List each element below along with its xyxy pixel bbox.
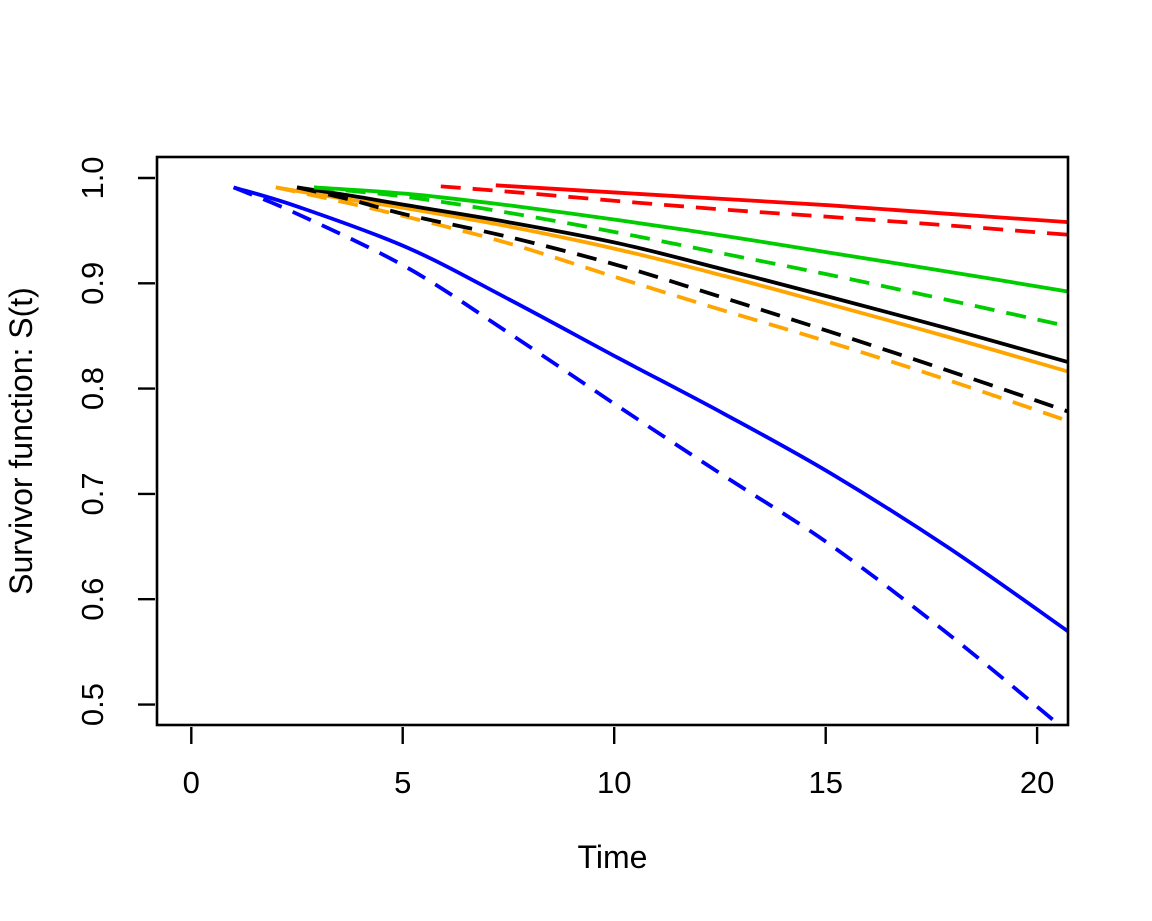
- x-axis-title: Time: [578, 839, 648, 875]
- series-red-dashed: [440, 184, 1068, 237]
- y-tick-label: 0.7: [75, 472, 110, 515]
- x-tick-label: 20: [1020, 765, 1054, 800]
- series-red-solid: [495, 183, 1068, 225]
- series-green-solid: [313, 185, 1068, 294]
- series-orange-solid: [275, 185, 1068, 374]
- series-orange-dashed: [275, 185, 1068, 424]
- y-tick-label: 0.6: [75, 578, 110, 621]
- y-axis-title: Survivor function: S(t): [3, 287, 39, 595]
- y-tick-label: 1.0: [75, 156, 110, 199]
- plot-frame: [155, 155, 1070, 727]
- x-tick-label: 0: [183, 765, 200, 800]
- series-group: [232, 183, 1068, 724]
- series-blue-solid: [233, 185, 1068, 634]
- y-tick-label: 0.9: [75, 262, 110, 305]
- series-black-solid: [296, 185, 1068, 365]
- series-blue-dashed: [232, 185, 1058, 724]
- x-tick-label: 5: [394, 765, 411, 800]
- y-tick-label: 0.5: [75, 683, 110, 726]
- series-green-dashed: [313, 185, 1068, 329]
- x-tick-label: 15: [808, 765, 842, 800]
- y-tick-label: 0.8: [75, 367, 110, 410]
- axes: 0 5 10 15 20 0.5 0.6 0.7 0.8 0.9 1.0: [75, 156, 1054, 800]
- x-tick-label: 10: [597, 765, 631, 800]
- series-black-dashed: [296, 185, 1068, 414]
